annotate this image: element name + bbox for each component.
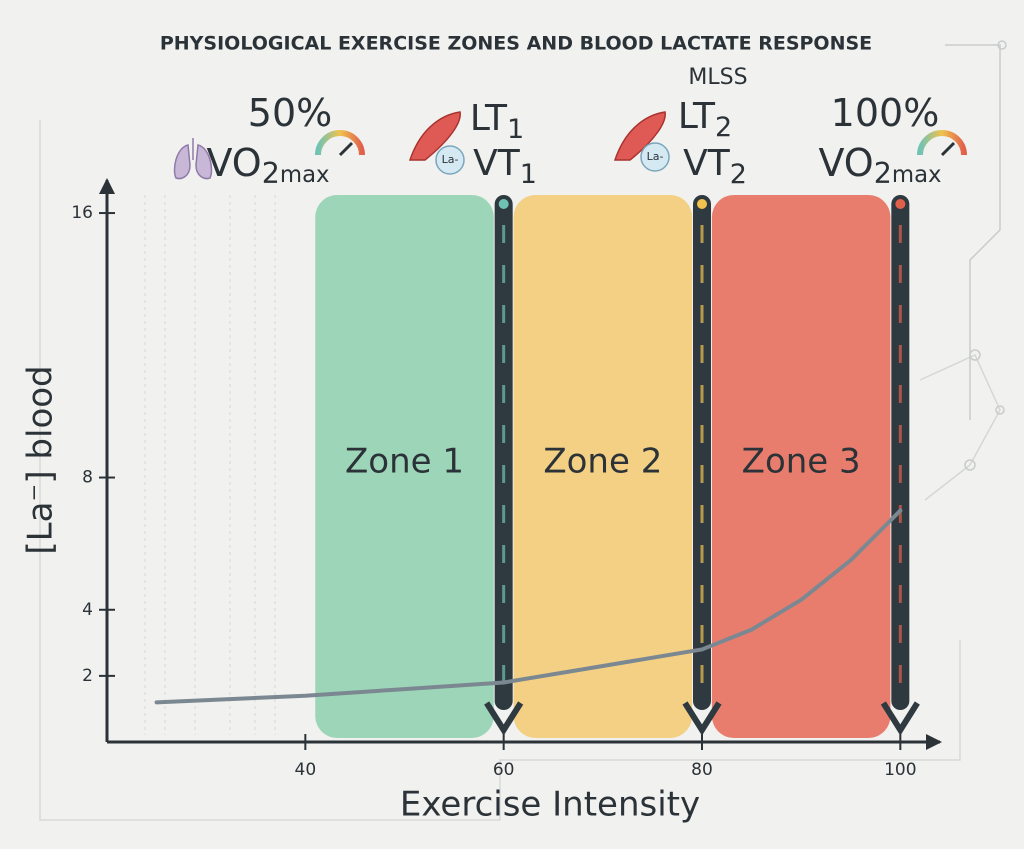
threshold-bar [494,195,513,710]
annotation-text: VT [473,143,521,184]
annotation: 100% [831,91,940,135]
annotation: LT1 [470,98,524,145]
gauge-icon [917,130,967,157]
faint-grid [144,195,276,735]
threshold-arrow [484,701,524,736]
annotation: MLSS [688,65,747,90]
y-tick-label: 4 [82,600,93,620]
threshold-bar [891,195,910,710]
annotation: VO2max [206,141,329,191]
threshold-dot [895,199,906,209]
threshold-dot [498,199,509,209]
annotation-subscript: 2 [730,159,747,190]
annotation-text: VT [683,143,731,184]
gauge-icon [315,130,365,157]
y-axis-arrow [99,178,115,194]
annotation-text: VO [206,141,261,185]
y-tick-label: 8 [82,468,93,488]
threshold [880,195,920,736]
decoration [39,40,1007,821]
annotation-text: 50% [248,91,332,135]
zone [315,195,494,738]
annotation: LT2 [678,96,732,143]
annotation-suffix: max [280,162,330,188]
annotation-subscript: 1 [520,159,537,190]
zone [513,195,693,738]
annotation-subscript: 2 [874,157,892,190]
lungs-icon [173,138,213,180]
x-tick-label: 40 [295,760,317,780]
annotation-text: LT [470,98,508,139]
lactate-curve [154,508,903,705]
annotation: 50% [248,91,332,135]
badge-label: La- [442,153,459,166]
threshold-dot [697,199,707,209]
threshold-arrow [880,701,920,736]
y-tick-label: 2 [82,666,93,686]
x-axis-label: Exercise Intensity [400,785,700,825]
zone-label: Zone 3 [742,442,861,482]
annotation-text: VO [818,141,873,185]
threshold [682,195,722,736]
badge-label: La- [647,150,664,163]
annotation-text: 100% [831,91,940,135]
annotation-suffix: max [892,162,942,188]
zone-label: Zone 2 [543,442,662,482]
chart-title: PHYSIOLOGICAL EXERCISE ZONES AND BLOOD L… [160,33,872,55]
annotation-subscript: 2 [715,112,732,143]
x-tick-label: 80 [691,760,713,780]
annotation: VT1 [473,143,537,190]
threshold [484,195,524,736]
annotation: VO2max [818,141,941,191]
zone-label: Zone 1 [345,442,464,482]
x-axis-arrow [926,734,942,750]
annotation-subscript: 1 [507,114,524,145]
x-tick-label: 60 [493,760,515,780]
badge [640,142,670,172]
threshold-arrow [682,701,722,736]
annotation-subscript: 2 [262,157,280,190]
muscle-icon [408,111,461,161]
y-tick-label: 16 [71,203,93,223]
zone [711,195,891,738]
annotation-text: LT [678,96,716,137]
badge [435,145,465,175]
annotation: VT2 [683,143,747,190]
threshold-bar [693,195,711,710]
x-tick-label: 100 [884,760,916,780]
annotation-text: MLSS [688,65,747,90]
y-axis-label: [La⁻] blood [21,365,61,554]
